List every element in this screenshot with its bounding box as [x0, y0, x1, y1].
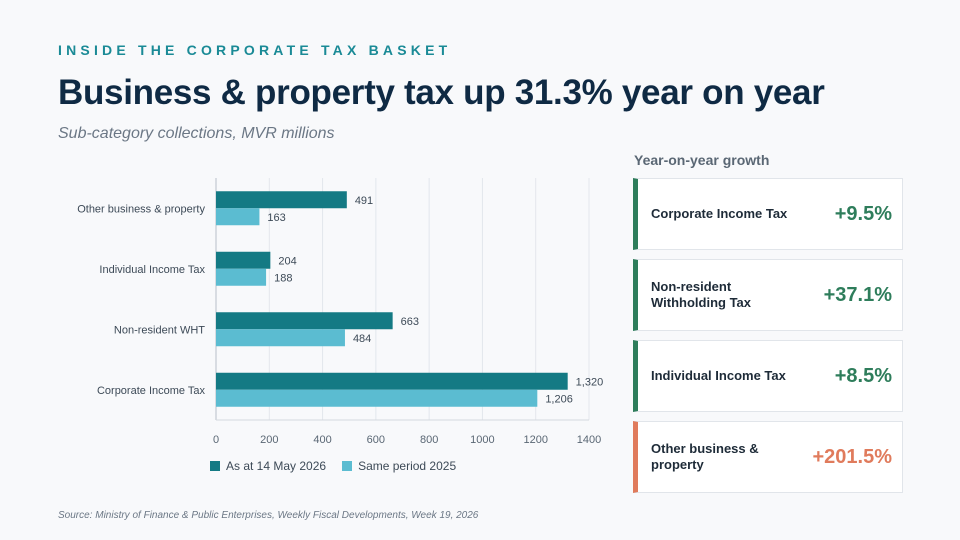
bar	[216, 191, 347, 209]
category-label: Other business & property	[77, 203, 205, 215]
data-label: 1,320	[576, 376, 604, 388]
legend-swatch-current	[210, 461, 220, 471]
growth-card-label: Individual Income Tax	[651, 368, 786, 383]
growth-card-label: Corporate Income Tax	[651, 206, 788, 221]
data-label: 188	[274, 272, 292, 284]
growth-cards: Corporate Income Tax +9.5% Non-resident …	[633, 178, 903, 502]
data-label: 163	[267, 212, 285, 224]
chart-legend: As at 14 May 2026 Same period 2025	[210, 459, 456, 473]
x-tick-label: 1000	[470, 434, 494, 446]
x-tick-label: 1400	[577, 434, 601, 446]
growth-card-nonresident: Non-resident Withholding Tax +37.1%	[633, 259, 903, 331]
x-tick-label: 200	[260, 434, 278, 446]
category-label: Corporate Income Tax	[97, 385, 206, 397]
bar-chart: 0 200 400 600 800 1000 1200 1400 Other business …	[77, 178, 604, 446]
x-tick-label: 400	[313, 434, 331, 446]
growth-card-individual: Individual Income Tax +8.5%	[633, 340, 903, 412]
bar	[216, 389, 538, 407]
data-label: 663	[401, 316, 419, 328]
growth-card-value: +9.5%	[834, 202, 892, 225]
growth-card-label: Non-resident Withholding Tax	[651, 279, 752, 310]
data-label: 204	[278, 255, 296, 267]
source-note: Source: Ministry of Finance & Public Ent…	[58, 510, 479, 521]
bar	[216, 312, 393, 330]
bar	[216, 329, 345, 347]
growth-card-value: +37.1%	[823, 283, 892, 306]
legend-item-current: As at 14 May 2026	[210, 459, 326, 473]
growth-card-value: +8.5%	[834, 364, 892, 387]
legend-item-previous: Same period 2025	[342, 459, 456, 473]
data-label: 491	[355, 195, 373, 207]
x-tick-label: 1200	[523, 434, 547, 446]
subtitle: Sub-category collections, MVR millions	[58, 125, 335, 142]
bar	[216, 372, 568, 390]
category-label: Non-resident WHT	[114, 324, 205, 336]
x-tick-label: 0	[213, 434, 219, 446]
bar	[216, 268, 267, 286]
growth-card-other: Other business & property +201.5%	[633, 421, 903, 493]
bar	[216, 251, 271, 269]
category-label: Individual Income Tax	[99, 264, 205, 276]
growth-card-corporate: Corporate Income Tax +9.5%	[633, 178, 903, 250]
data-label: 1,206	[545, 393, 573, 405]
page-title: Business & property tax up 31.3% year on…	[58, 73, 825, 112]
kicker: INSIDE THE CORPORATE TAX BASKET	[58, 42, 452, 58]
data-label: 484	[353, 333, 371, 345]
growth-card-label: Other business & property	[651, 441, 759, 472]
growth-title: Year-on-year growth	[634, 152, 770, 168]
growth-card-value: +201.5%	[812, 445, 892, 468]
legend-label-previous: Same period 2025	[358, 459, 457, 473]
bar	[216, 208, 260, 226]
legend-label-current: As at 14 May 2026	[226, 459, 327, 473]
x-tick-label: 600	[367, 434, 385, 446]
x-tick-label: 800	[420, 434, 438, 446]
legend-swatch-previous	[342, 461, 353, 471]
